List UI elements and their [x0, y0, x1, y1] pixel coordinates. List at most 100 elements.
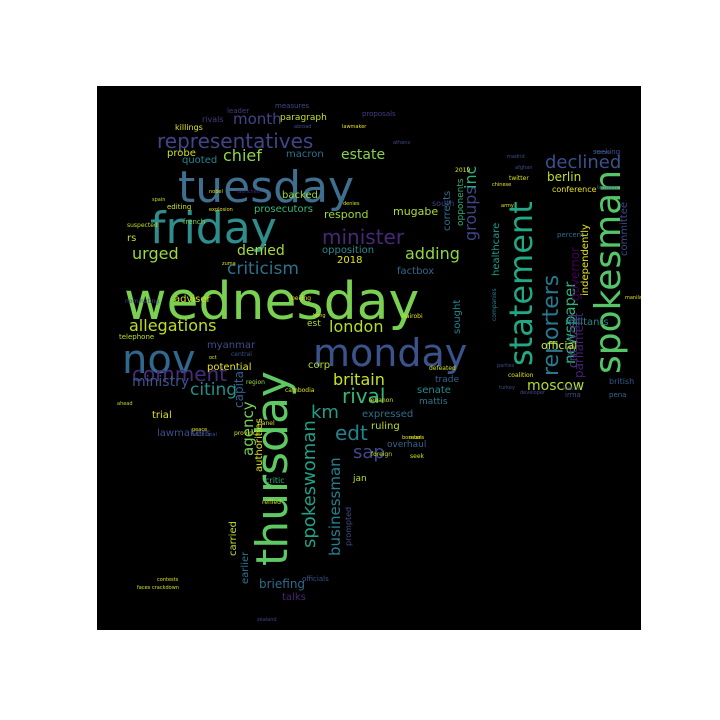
word-criticism: criticism — [227, 259, 299, 279]
word-seeking: seeking — [593, 148, 621, 156]
word-tuesday: tuesday — [178, 162, 355, 213]
word-bosnian: bosnian — [402, 435, 422, 441]
word-km: km — [311, 402, 339, 423]
word-chief: chief — [223, 146, 262, 165]
word-defeated: defeated — [429, 365, 456, 372]
word-expressed: expressed — [362, 409, 414, 420]
word-adding: adding — [405, 244, 460, 263]
word-nov: nov — [122, 337, 196, 383]
word-adviser: adviser — [174, 294, 211, 305]
word-turkey: turkey — [499, 385, 515, 391]
word-healthcare: healthcare — [491, 222, 502, 276]
word-faces: faces — [137, 585, 151, 591]
word-myanmar: myanmar — [207, 340, 256, 351]
word-potential: potential — [207, 362, 252, 373]
word-2019: 2019 — [455, 167, 471, 174]
word-nominating: nominating — [125, 298, 160, 305]
word-overhaul: overhaul — [387, 440, 427, 450]
word-explosion: explosion — [209, 207, 233, 213]
word-mattis: mattis — [419, 397, 448, 407]
word-spokesman: spokesman — [588, 169, 629, 374]
word-proposals: proposals — [362, 110, 396, 118]
word-mugabe: mugabe — [393, 205, 439, 218]
word-trade: trade — [435, 375, 459, 385]
word-additional: additional — [192, 432, 217, 438]
word-ruling: ruling — [371, 421, 400, 432]
word-lebanon: lebanon — [369, 397, 394, 404]
word-kabul: kabul — [563, 385, 580, 392]
word-zealand: zealand — [257, 617, 277, 623]
word-respond: respond — [324, 208, 369, 221]
word-opposition: opposition — [322, 245, 375, 256]
word-carried: carried — [228, 521, 239, 556]
word-2018: 2018 — [337, 255, 363, 266]
word-committee: committee — [619, 201, 630, 256]
word-south: south — [432, 199, 455, 208]
word-tensions: tensions — [597, 185, 619, 191]
word-trial: trial — [152, 410, 172, 421]
word-corp: corp — [308, 360, 331, 371]
word-denied: denied — [237, 243, 285, 259]
word-crackdown: crackdown — [152, 585, 180, 591]
word-official: official — [541, 339, 578, 352]
word-beijing: beijing — [291, 295, 312, 302]
word-paragraph: paragraph — [280, 113, 327, 123]
word-companies: companies — [491, 288, 498, 321]
word-seek: seek — [410, 453, 424, 460]
word-foreign: foreign — [371, 451, 393, 458]
word-afghan: afghan — [515, 165, 533, 171]
word-friday: friday — [150, 203, 277, 254]
word-coalition: coalition — [508, 372, 534, 379]
word-prosecutors: prosecutors — [254, 204, 313, 215]
word-percent: percent — [557, 231, 584, 239]
word-cambodia: cambodia — [285, 387, 315, 394]
word-leader: leader — [227, 107, 250, 115]
word-madrid: madrid — [507, 154, 525, 160]
word-declined: declined — [545, 152, 622, 173]
word-chinese: chinese — [492, 182, 512, 188]
word-month: month — [233, 110, 282, 128]
word-conference: conference — [552, 185, 597, 194]
word-launched: launched — [237, 189, 260, 195]
word-british: british — [609, 377, 635, 386]
word-ahead: ahead — [117, 401, 133, 407]
word-probe: probe — [167, 148, 196, 159]
word-parties: parties — [497, 363, 515, 369]
word-abroad: abroad — [294, 124, 312, 130]
word-moscow: moscow — [527, 378, 585, 394]
word-edt: edt — [335, 421, 368, 445]
word-measures: measures — [275, 102, 310, 110]
word-rebels: rebels — [409, 435, 425, 441]
word-quoted: quoted — [182, 155, 218, 166]
word-urged: urged — [132, 244, 179, 263]
word-nobel: nobel — [209, 189, 223, 195]
word-factbox: factbox — [397, 266, 435, 277]
word-telephone: telephone — [119, 333, 155, 341]
word-twitter: twitter — [509, 175, 529, 182]
word-killings: killings — [175, 123, 203, 132]
word-rs: rs — [127, 233, 137, 244]
word-berlin: berlin — [547, 170, 582, 184]
word-central: central — [231, 351, 252, 358]
word-monday: monday — [313, 331, 468, 375]
word-editing: editing — [167, 203, 192, 211]
word-talks: talks — [282, 592, 306, 603]
word-london: london — [329, 317, 384, 336]
word-forces: forces — [595, 150, 611, 156]
word-militants: militants — [565, 317, 609, 328]
word-suspected: suspected — [127, 222, 158, 229]
word-peace: peace — [192, 427, 208, 433]
word-capital: capital — [232, 367, 246, 408]
word-opponents: opponents — [456, 178, 466, 226]
word-spokeswoman: spokeswoman — [299, 420, 320, 548]
word-panel: panel — [258, 420, 275, 427]
word-zuma: zuma — [222, 261, 236, 267]
word-backed: backed — [282, 190, 318, 201]
word-jan: jan — [353, 474, 367, 484]
word-prompted: prompted — [344, 506, 353, 546]
word-est: est — [307, 319, 321, 329]
word-french: french — [183, 218, 206, 226]
word-manila: manila — [625, 295, 641, 301]
word-denies: denies — [343, 201, 360, 207]
word-contests: contests — [157, 577, 179, 583]
